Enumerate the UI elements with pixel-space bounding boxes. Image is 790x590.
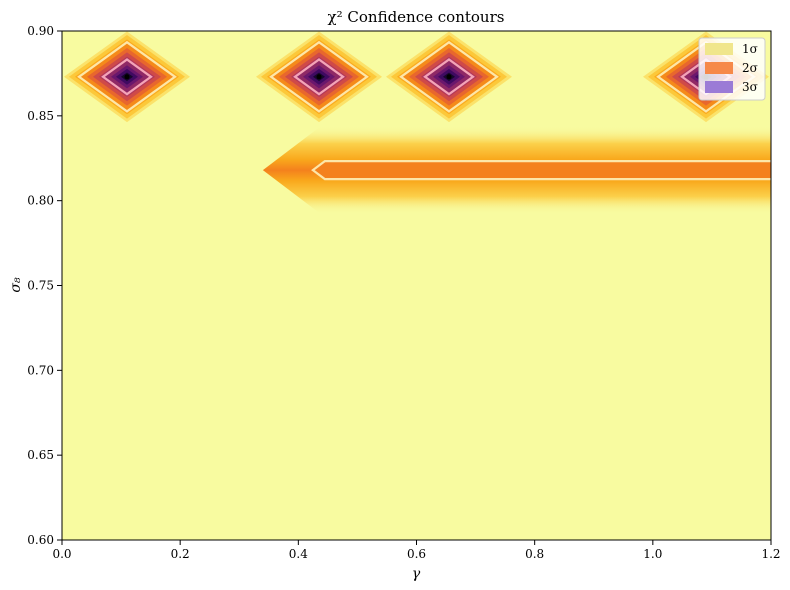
y-tick-label: 0.70 <box>27 363 54 377</box>
y-tick-label: 0.80 <box>27 194 54 208</box>
legend-swatch-3sigma <box>705 81 733 93</box>
x-tick-label: 1.0 <box>643 547 662 561</box>
plot-background <box>62 31 771 540</box>
y-tick-label: 0.60 <box>27 533 54 547</box>
legend-swatch-2sigma <box>705 62 733 74</box>
x-tick-label: 0.4 <box>289 547 308 561</box>
chi2-minimum <box>256 31 383 123</box>
minimum-marker <box>316 74 322 80</box>
contour-line-inner <box>423 58 475 96</box>
y-tick-label: 0.65 <box>27 448 54 462</box>
contour-line-outer <box>399 40 499 113</box>
contour-line-outer <box>77 40 177 113</box>
y-axis-ticks: 0.60 0.65 0.70 0.75 0.80 0.85 0.90 <box>27 24 62 547</box>
x-tick-label: 0.2 <box>171 547 190 561</box>
x-tick-label: 0.8 <box>525 547 544 561</box>
legend-label-2sigma: 2σ <box>742 61 758 75</box>
contour-line-inner <box>293 58 345 96</box>
x-axis-ticks: 0.0 0.2 0.4 0.6 0.8 1.0 1.2 <box>52 540 781 561</box>
minimum-marker <box>446 74 452 80</box>
contour-line-outer <box>269 40 369 113</box>
valley-contour <box>311 160 771 181</box>
y-tick-label: 0.90 <box>27 24 54 38</box>
contour-line-inner <box>101 58 153 96</box>
x-axis-label: γ <box>412 566 421 582</box>
legend-swatch-1sigma <box>705 43 733 55</box>
legend-label-1sigma: 1σ <box>742 42 758 56</box>
chi2-minimum <box>63 31 190 123</box>
legend: 1σ 2σ 3σ <box>698 37 766 101</box>
chart-title: χ² Confidence contours <box>328 8 505 26</box>
minimum-marker <box>124 74 130 80</box>
x-tick-label: 1.2 <box>761 547 780 561</box>
y-tick-label: 0.75 <box>27 279 54 293</box>
x-tick-label: 0.6 <box>407 547 426 561</box>
y-axis-label: σ₈ <box>8 277 24 293</box>
y-tick-label: 0.85 <box>27 109 54 123</box>
chi2-minimum <box>385 31 512 123</box>
x-tick-label: 0.0 <box>52 547 71 561</box>
legend-label-3sigma: 3σ <box>742 80 758 94</box>
